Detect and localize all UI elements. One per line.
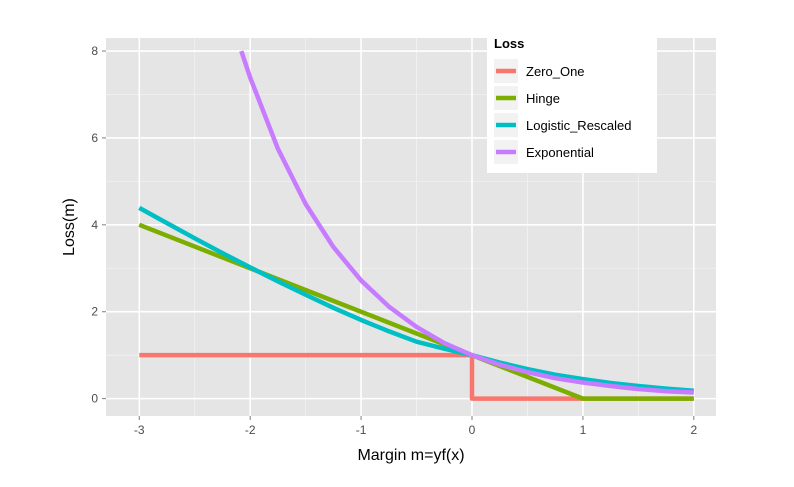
- y-axis-title: Loss(m): [61, 198, 78, 256]
- y-axis: 0 2 4 6 8: [91, 44, 106, 406]
- legend-entry-zero-one: Zero_One: [494, 59, 585, 83]
- legend-label: Logistic_Rescaled: [526, 118, 632, 133]
- x-axis: -3 -2 -1 0 1 2: [134, 416, 697, 437]
- y-tick-label: 0: [91, 392, 98, 406]
- x-tick-label: -2: [245, 423, 256, 437]
- y-tick-label: 6: [91, 131, 98, 145]
- x-tick-label: 1: [580, 423, 587, 437]
- x-tick-label: -1: [356, 423, 367, 437]
- series-line-hinge: [138, 222, 694, 401]
- series-line-exponential: [239, 50, 694, 395]
- y-tick-label: 4: [91, 218, 98, 232]
- legend-title: Loss: [494, 36, 524, 51]
- legend-label: Hinge: [526, 91, 560, 106]
- x-axis-title: Margin m=yf(x): [357, 447, 464, 464]
- legend-label: Zero_One: [526, 64, 585, 79]
- x-tick-label: -3: [134, 423, 145, 437]
- legend-entry-logistic-rescaled: Logistic_Rescaled: [494, 113, 632, 137]
- series-line-logistic-rescaled: [138, 205, 694, 394]
- x-tick-label: 2: [690, 423, 697, 437]
- y-tick-label: 8: [91, 44, 98, 58]
- x-tick-label: 0: [469, 423, 476, 437]
- legend-entries: Zero_One Hinge Logistic_Rescaled Exponentia…: [494, 59, 632, 164]
- series-lines: [138, 50, 694, 401]
- legend-entry-exponential: Exponential: [494, 140, 594, 164]
- legend: Loss Zero_One Hinge Logistic_Rescaled Expon…: [487, 31, 657, 173]
- legend-entry-hinge: Hinge: [494, 86, 560, 110]
- legend-label: Exponential: [526, 145, 594, 160]
- y-tick-label: 2: [91, 305, 98, 319]
